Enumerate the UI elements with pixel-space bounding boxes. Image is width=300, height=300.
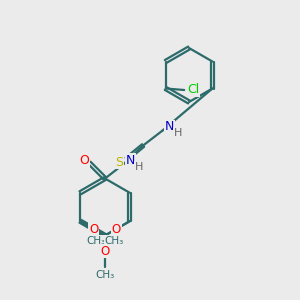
Text: N: N xyxy=(125,154,135,167)
Text: Cl: Cl xyxy=(187,83,199,96)
Text: O: O xyxy=(112,223,121,236)
Text: H: H xyxy=(135,161,143,172)
Text: CH₃: CH₃ xyxy=(104,236,124,246)
Text: N: N xyxy=(164,120,174,134)
Text: S: S xyxy=(115,155,123,169)
Text: CH₃: CH₃ xyxy=(86,236,106,246)
Text: O: O xyxy=(89,223,98,236)
Text: O: O xyxy=(79,154,89,167)
Text: H: H xyxy=(174,128,182,138)
Text: O: O xyxy=(100,244,109,258)
Text: CH₃: CH₃ xyxy=(95,269,115,280)
